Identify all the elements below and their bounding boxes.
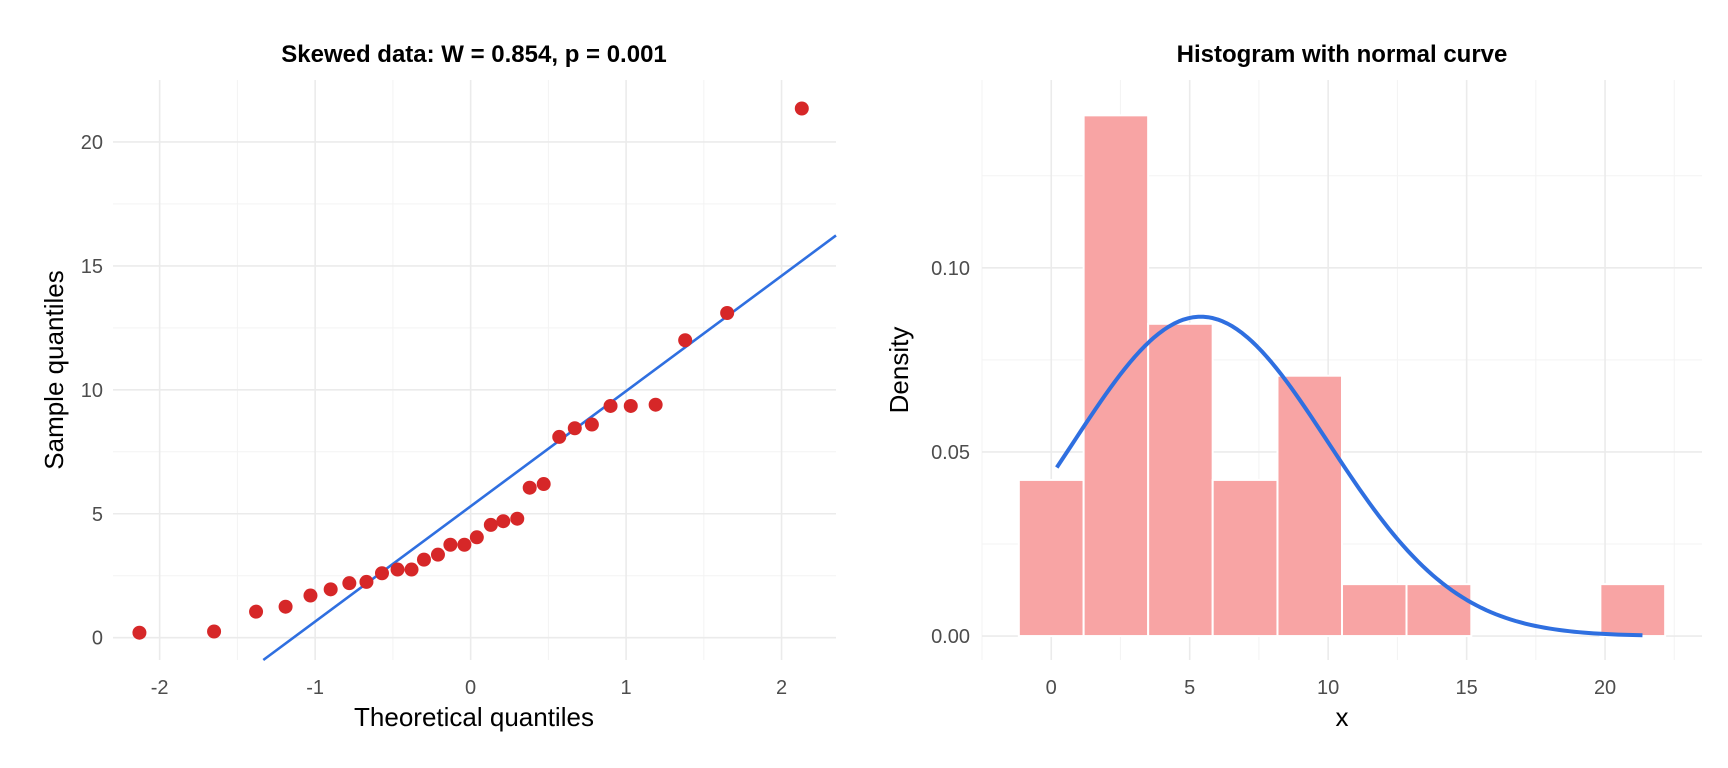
qq-point <box>374 566 389 581</box>
qq-point <box>303 588 318 603</box>
hist-bar <box>1211 478 1279 638</box>
qq-x-axis-label: Theoretical quantiles <box>354 702 594 732</box>
qq-point <box>483 517 498 532</box>
qq-point <box>390 562 405 577</box>
qq-y-tick-label: 15 <box>81 256 103 278</box>
qq-point <box>496 514 511 529</box>
qq-point <box>278 599 293 614</box>
qq-x-tick-labels: -2 -1 0 1 2 <box>151 677 787 699</box>
histogram-panel: 0 5 10 15 20 0.00 0.05 0.10 Histogram with nor… <box>884 41 1702 732</box>
qq-x-tick-label: 0 <box>465 677 476 699</box>
hist-bars <box>1017 114 1667 638</box>
hist-title: Histogram with normal curve <box>1177 41 1508 68</box>
hist-bar <box>1082 114 1150 638</box>
hist-y-tick-label: 0.05 <box>931 442 970 464</box>
qq-x-tick-label: -1 <box>306 677 324 699</box>
qq-point <box>603 398 618 413</box>
hist-bar <box>1147 322 1214 638</box>
qq-point <box>249 604 264 619</box>
qq-point <box>678 333 693 348</box>
qq-point <box>794 101 809 116</box>
qq-point <box>404 562 419 577</box>
qq-point <box>648 397 663 412</box>
qq-point <box>522 480 537 495</box>
qq-point <box>207 624 222 639</box>
qq-grid <box>113 80 836 660</box>
hist-y-tick-label: 0.10 <box>931 258 970 280</box>
qq-title: Skewed data: W = 0.854, p = 0.001 <box>281 41 667 68</box>
hist-x-tick-label: 15 <box>1455 677 1477 699</box>
hist-bar <box>1276 374 1344 638</box>
qq-x-tick-label: 2 <box>776 677 787 699</box>
hist-x-axis-label: x <box>1336 702 1349 732</box>
qq-y-tick-label: 10 <box>81 380 103 402</box>
hist-y-tick-labels: 0.00 0.05 0.10 <box>931 258 970 648</box>
qq-point <box>457 537 472 552</box>
hist-bar <box>1405 583 1473 638</box>
qq-y-tick-label: 0 <box>92 628 103 650</box>
qq-point <box>584 417 599 432</box>
qq-point <box>323 582 338 597</box>
hist-x-tick-labels: 0 5 10 15 20 <box>1046 677 1617 699</box>
qq-point <box>567 421 582 436</box>
qq-point <box>342 576 357 591</box>
qq-reference-line <box>262 234 837 662</box>
hist-x-tick-label: 10 <box>1317 677 1339 699</box>
qq-y-tick-label: 5 <box>92 504 103 526</box>
qq-y-tick-labels: 0 5 10 15 20 <box>81 132 103 650</box>
qq-point <box>416 552 431 567</box>
qq-point <box>132 625 147 640</box>
qq-x-tick-label: -2 <box>151 677 169 699</box>
qq-point <box>469 530 484 545</box>
qq-y-tick-label: 20 <box>81 132 103 154</box>
hist-x-tick-label: 0 <box>1046 677 1057 699</box>
hist-bar <box>1017 478 1085 638</box>
hist-x-tick-label: 20 <box>1594 677 1616 699</box>
hist-y-tick-label: 0.00 <box>931 626 970 648</box>
normal-curve <box>1055 314 1643 638</box>
qq-point <box>623 398 638 413</box>
hist-bar <box>1341 583 1408 638</box>
qq-point <box>536 477 551 492</box>
hist-x-tick-label: 5 <box>1184 677 1195 699</box>
qq-point <box>552 429 567 444</box>
hist-y-axis-label: Density <box>884 327 914 414</box>
qq-reference-line-group <box>262 234 837 662</box>
qq-point <box>359 574 374 589</box>
qq-point <box>510 511 525 526</box>
hist-bar <box>1599 583 1667 638</box>
qq-point <box>430 547 445 562</box>
qq-y-axis-label: Sample quantiles <box>39 270 69 469</box>
qq-plot-panel: -2 -1 0 1 2 0 5 10 15 20 Skewed data: W = 0.854,… <box>39 41 837 732</box>
qq-x-tick-label: 1 <box>621 677 632 699</box>
qq-point <box>720 305 735 320</box>
qq-points <box>132 101 809 640</box>
qq-point <box>443 537 458 552</box>
normal-curve-group <box>1055 314 1643 638</box>
